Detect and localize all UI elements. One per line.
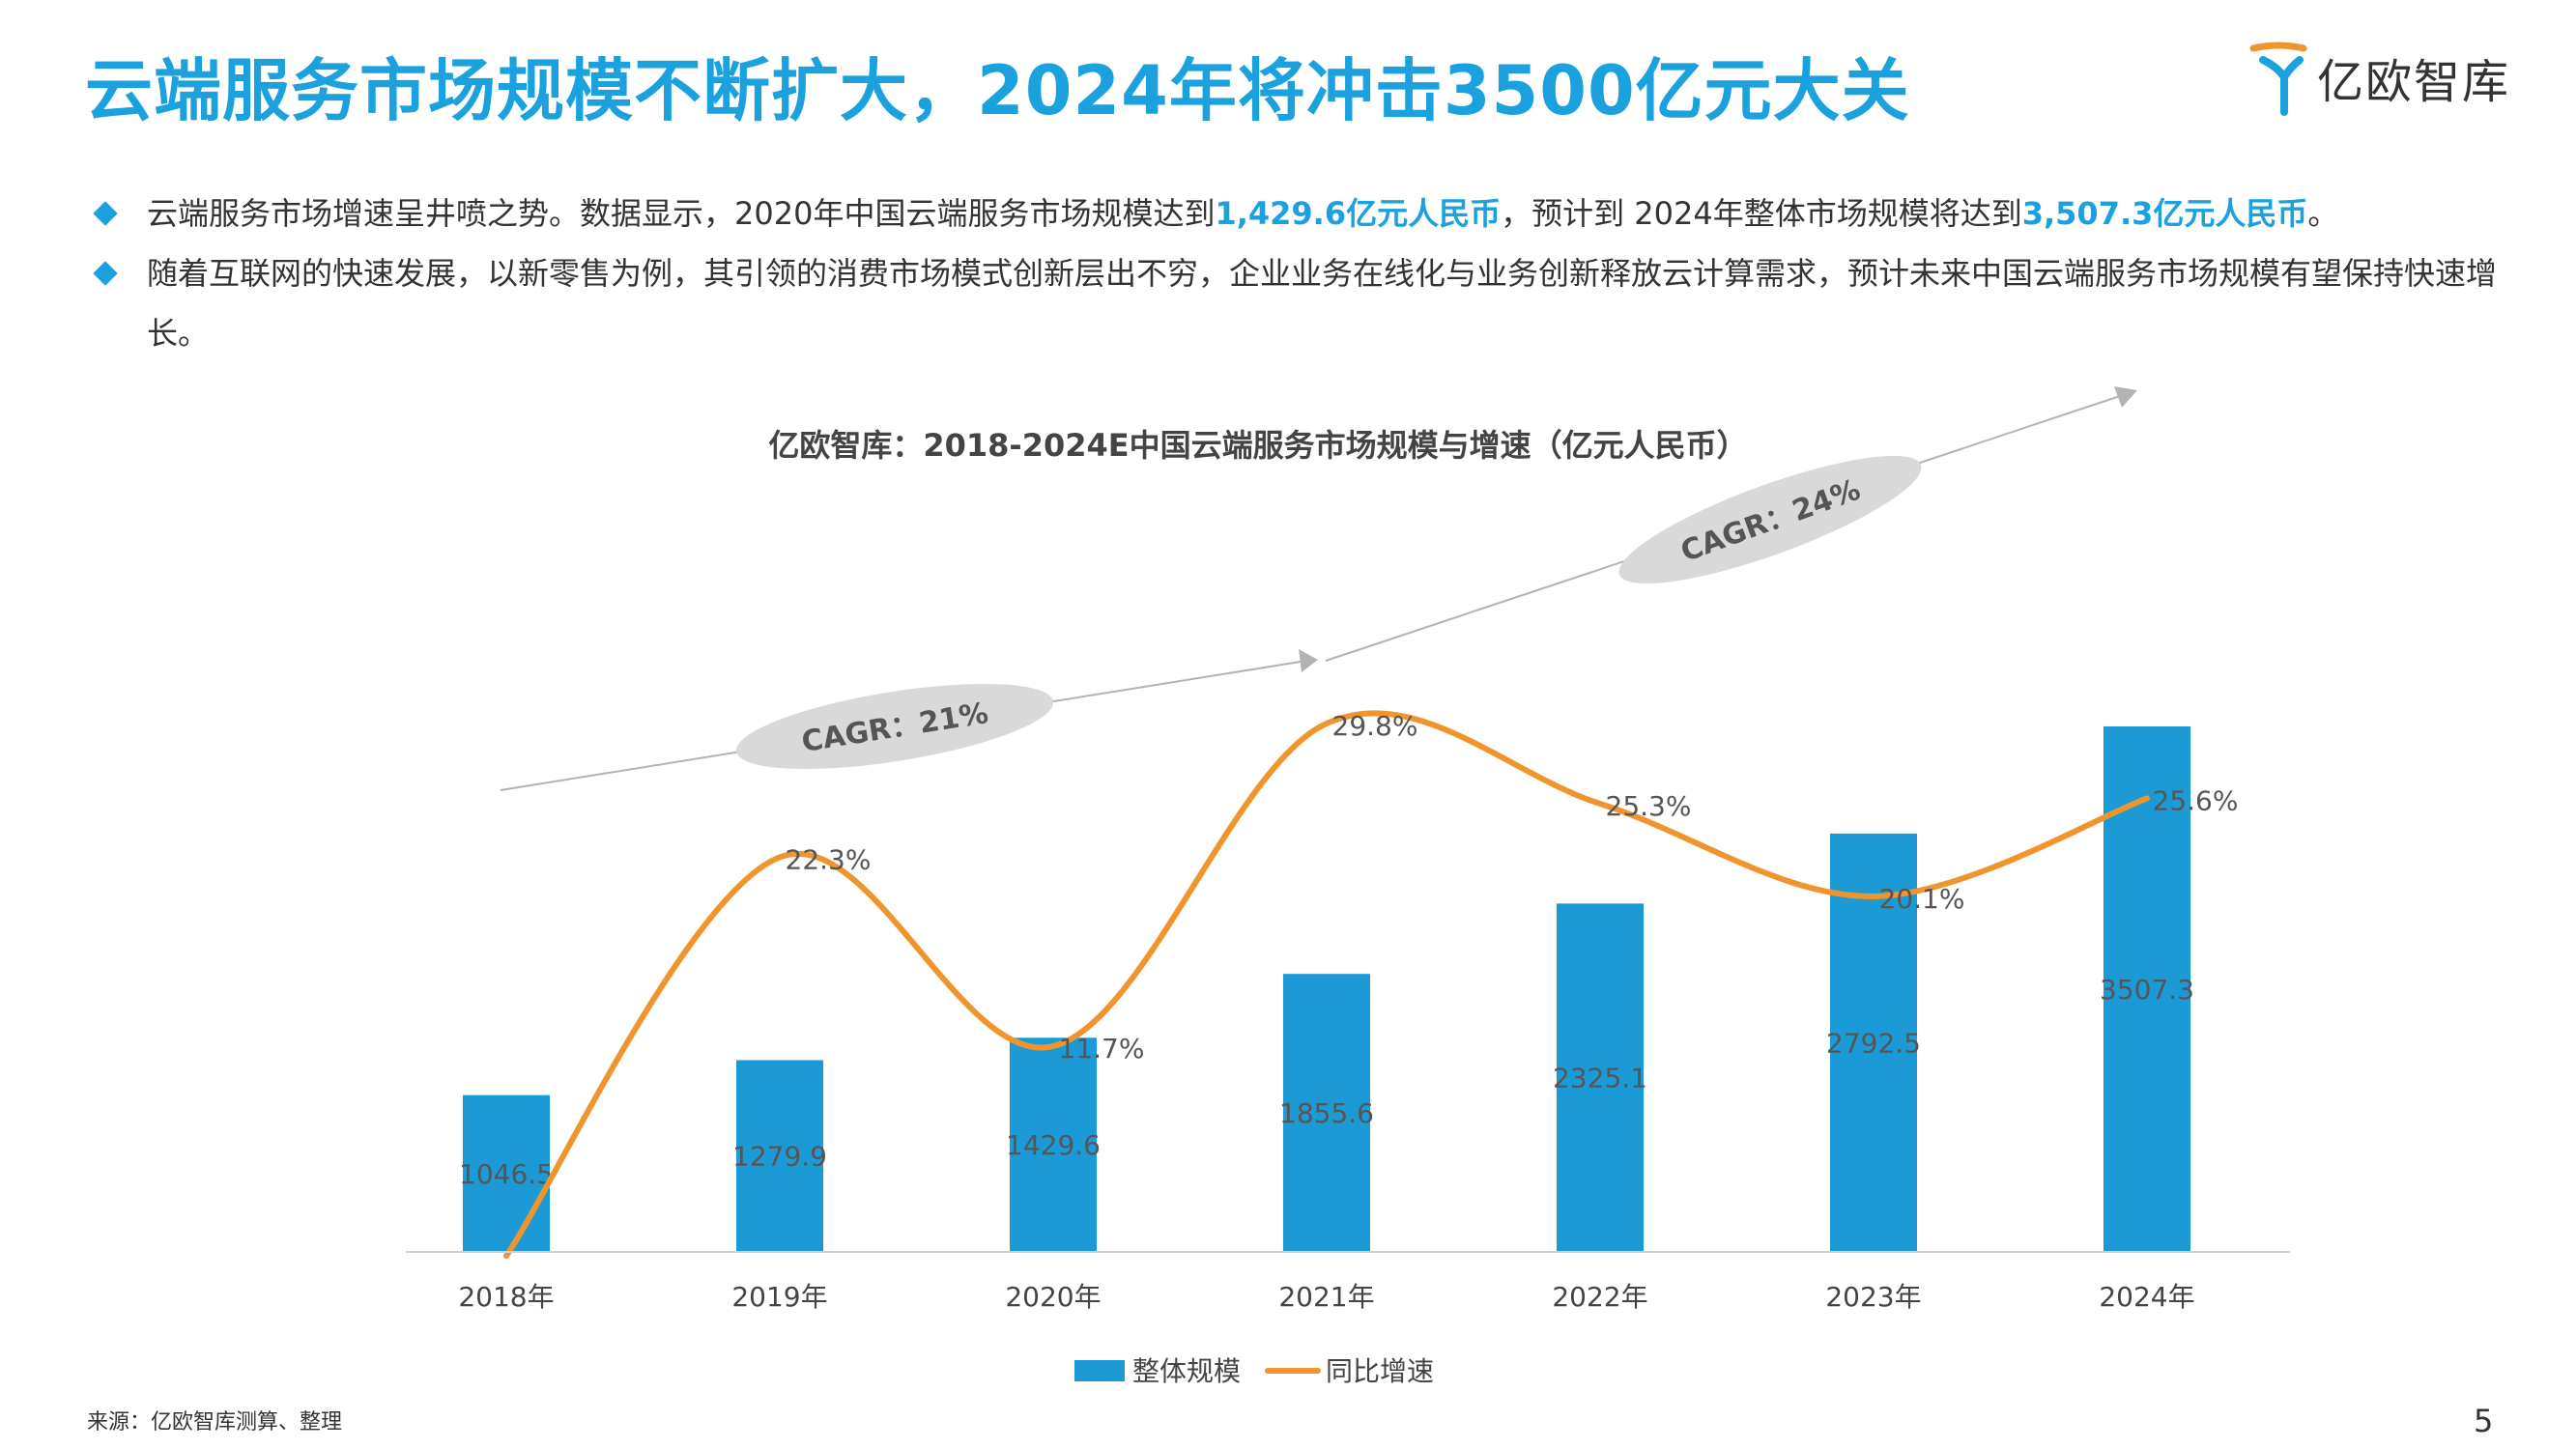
x-axis: 2018年 2019年 2020年 2021年 2022年 2023年 2024年 xyxy=(406,1251,2290,1313)
growth-label-5: 20.1% xyxy=(1879,883,1965,915)
cagr-badge-1: CAGR：21% xyxy=(735,683,1054,770)
x-tick-label-1: 2019年 xyxy=(731,1281,827,1313)
arrowhead-icon xyxy=(2114,386,2137,408)
x-tick-label-2: 2020年 xyxy=(1005,1281,1101,1313)
bar-1 xyxy=(736,1060,823,1252)
x-tick-label-6: 2024年 xyxy=(2099,1281,2194,1313)
bar-value-label-1: 1279.9 xyxy=(732,1141,827,1173)
bar-5 xyxy=(1830,833,1917,1252)
bar-2 xyxy=(1010,1037,1097,1252)
legend-label-bar: 整体规模 xyxy=(1132,1355,1241,1387)
x-tick-label-5: 2023年 xyxy=(1825,1281,1921,1313)
bar-value-label-3: 1855.6 xyxy=(1279,1097,1374,1129)
cagr-ellipse-2 xyxy=(1618,455,1922,584)
arrowhead-icon xyxy=(1299,649,1318,672)
bar-value-label-4: 2325.1 xyxy=(1553,1063,1647,1094)
logo-icon xyxy=(2249,42,2307,116)
bullet-item: 随着互联网的快速发展，以新零售为例，其引领的消费市场模式创新层出不穷，企业业务在… xyxy=(89,243,2504,363)
bullet-text: 云端服务市场增速呈井喷之势。数据显示，2020年中国云端服务市场规模达到 xyxy=(147,195,1216,232)
growth-line-layer: 22.3% 11.7% 29.8% 25.3% 20.1% 25.6% xyxy=(503,710,2239,1259)
growth-label-3: 29.8% xyxy=(1332,710,1418,742)
cagr-ellipse-1 xyxy=(735,683,1054,770)
brand-logo: 亿欧智库 xyxy=(2249,39,2510,116)
legend-label-line: 同比增速 xyxy=(1326,1355,1434,1387)
page-title: 云端服务市场规模不断扩大，2024年将冲击3500亿元大关 xyxy=(85,51,1910,130)
highlight-value: 3,507.3亿元人民币 xyxy=(2021,195,2308,232)
bar-value-label-0: 1046.5 xyxy=(459,1158,554,1190)
growth-label-2: 11.7% xyxy=(1059,1033,1145,1065)
bullet-list: 云端服务市场增速呈井喷之势。数据显示，2020年中国云端服务市场规模达到1,42… xyxy=(89,184,2504,363)
bullet-text: 。 xyxy=(2307,195,2339,232)
source-note: 来源：亿欧智库测算、整理 xyxy=(87,1410,343,1435)
bar-value-label-5: 2792.5 xyxy=(1826,1027,1921,1059)
bullet-text: ，预计到 2024年整体市场规模将达到 xyxy=(1501,195,2022,232)
x-tick-label-0: 2018年 xyxy=(458,1281,554,1313)
bars-layer: 1046.5 1279.9 1429.6 1855.6 2325.1 2792.5 3507… xyxy=(459,726,2194,1252)
logo-text: 亿欧智库 xyxy=(2317,55,2511,109)
bullet-item: 云端服务市场增速呈井喷之势。数据显示，2020年中国云端服务市场规模达到1,42… xyxy=(89,184,2504,243)
bar-value-label-6: 3507.3 xyxy=(2100,974,2194,1006)
bar-0 xyxy=(463,1094,550,1252)
bar-4 xyxy=(1557,903,1644,1252)
page-number: 5 xyxy=(2474,1403,2494,1439)
chart-title: 亿欧智库：2018-2024E中国云端服务市场规模与增速（亿元人民币） xyxy=(768,427,1747,464)
growth-rate-line xyxy=(503,710,2150,1259)
chart-legend: 整体规模 同比增速 xyxy=(1074,1355,1434,1387)
x-tick-label-3: 2021年 xyxy=(1278,1281,1374,1313)
bar-3 xyxy=(1283,974,1370,1252)
legend-swatch-bar xyxy=(1074,1360,1125,1381)
growth-label-4: 25.3% xyxy=(1606,790,1692,822)
growth-label-1: 22.3% xyxy=(786,843,872,875)
highlight-value: 1,429.6亿元人民币 xyxy=(1215,195,1502,232)
cagr-annotations: CAGR：21%CAGR：24% xyxy=(500,386,2137,791)
x-tick-label-4: 2022年 xyxy=(1552,1281,1647,1313)
bullet-text: 随着互联网的快速发展，以新零售为例，其引领的消费市场模式创新层出不穷，企业业务在… xyxy=(147,255,2498,352)
bar-value-label-2: 1429.6 xyxy=(1006,1129,1101,1161)
growth-label-6: 25.6% xyxy=(2153,784,2239,816)
